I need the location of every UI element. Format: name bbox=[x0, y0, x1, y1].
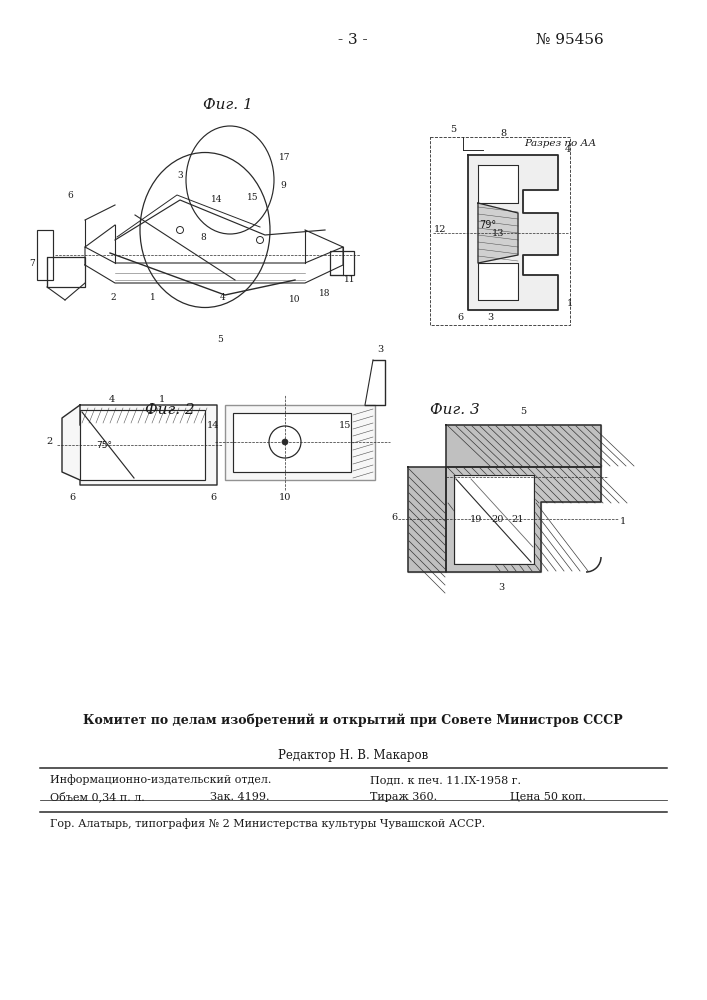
Text: 75°: 75° bbox=[96, 440, 112, 450]
Text: 19: 19 bbox=[470, 514, 482, 524]
Text: 15: 15 bbox=[339, 420, 351, 430]
Polygon shape bbox=[468, 155, 558, 310]
Text: Объем 0,34 п. л.: Объем 0,34 п. л. bbox=[50, 792, 145, 802]
Text: 10: 10 bbox=[289, 296, 300, 304]
Text: 5: 5 bbox=[217, 336, 223, 344]
Text: 7: 7 bbox=[29, 258, 35, 267]
Text: 4: 4 bbox=[565, 145, 571, 154]
Text: 8: 8 bbox=[500, 128, 506, 137]
Text: 3: 3 bbox=[498, 582, 504, 591]
Text: 2: 2 bbox=[110, 292, 116, 302]
Polygon shape bbox=[478, 165, 518, 203]
Text: Фиг. 1: Фиг. 1 bbox=[203, 98, 253, 112]
Text: 1: 1 bbox=[567, 298, 573, 308]
Text: Фиг. 3: Фиг. 3 bbox=[430, 403, 480, 417]
Text: 79°: 79° bbox=[479, 220, 496, 230]
Text: Гор. Алатырь, типография № 2 Министерства культуры Чувашской АССР.: Гор. Алатырь, типография № 2 Министерств… bbox=[50, 819, 485, 829]
Text: Тираж 360.: Тираж 360. bbox=[370, 792, 437, 802]
Text: Информационно-издательский отдел.: Информационно-издательский отдел. bbox=[50, 775, 271, 785]
Text: 6: 6 bbox=[210, 493, 216, 502]
Text: 14: 14 bbox=[211, 196, 223, 205]
Polygon shape bbox=[62, 405, 217, 485]
Text: 15: 15 bbox=[247, 192, 259, 202]
Text: Зак. 4199.: Зак. 4199. bbox=[210, 792, 269, 802]
Bar bbox=[47, 257, 85, 287]
Text: 5: 5 bbox=[450, 125, 456, 134]
Text: 11: 11 bbox=[344, 275, 356, 284]
Bar bbox=[37, 230, 53, 280]
Bar bbox=[225, 405, 375, 480]
Text: Фиг. 2: Фиг. 2 bbox=[145, 403, 195, 417]
Text: 4: 4 bbox=[109, 395, 115, 404]
Circle shape bbox=[257, 236, 264, 243]
Polygon shape bbox=[446, 425, 601, 467]
Text: 13: 13 bbox=[492, 229, 504, 237]
Bar bbox=[233, 413, 351, 472]
Text: 3: 3 bbox=[377, 346, 383, 355]
Text: 2: 2 bbox=[47, 438, 53, 446]
Text: 8: 8 bbox=[200, 232, 206, 241]
Text: 1: 1 bbox=[150, 292, 156, 302]
Circle shape bbox=[282, 439, 288, 445]
Polygon shape bbox=[454, 475, 534, 564]
Polygon shape bbox=[478, 203, 518, 263]
Text: 20: 20 bbox=[492, 514, 504, 524]
Text: 3: 3 bbox=[177, 170, 183, 180]
Text: 6: 6 bbox=[69, 493, 75, 502]
Text: Разрез по АА: Разрез по АА bbox=[524, 138, 596, 147]
Text: Редактор Н. В. Макаров: Редактор Н. В. Макаров bbox=[278, 750, 428, 762]
Bar bbox=[80, 410, 205, 480]
Text: 14: 14 bbox=[206, 420, 219, 430]
Text: Комитет по делам изобретений и открытий при Совете Министров СССР: Комитет по делам изобретений и открытий … bbox=[83, 713, 623, 727]
Text: 6: 6 bbox=[67, 190, 73, 200]
Text: 6: 6 bbox=[457, 314, 463, 322]
Text: Подп. к печ. 11.IX-1958 г.: Подп. к печ. 11.IX-1958 г. bbox=[370, 775, 521, 785]
Text: 3: 3 bbox=[487, 314, 493, 322]
Polygon shape bbox=[408, 467, 446, 572]
Bar bbox=[330, 251, 354, 275]
Text: 17: 17 bbox=[279, 152, 291, 161]
Text: 5: 5 bbox=[520, 406, 526, 416]
Text: 12: 12 bbox=[434, 226, 446, 234]
Text: 6: 6 bbox=[391, 512, 397, 522]
Circle shape bbox=[177, 227, 184, 233]
Text: № 95456: № 95456 bbox=[536, 33, 604, 47]
Text: 9: 9 bbox=[280, 180, 286, 190]
Text: 1: 1 bbox=[159, 395, 165, 404]
Text: - 3 -: - 3 - bbox=[338, 33, 368, 47]
Text: 1: 1 bbox=[620, 518, 626, 526]
Polygon shape bbox=[478, 263, 518, 300]
Text: 10: 10 bbox=[279, 493, 291, 502]
Text: Цена 50 коп.: Цена 50 коп. bbox=[510, 792, 586, 802]
Text: 4: 4 bbox=[220, 292, 226, 302]
Text: 18: 18 bbox=[320, 288, 331, 298]
Text: 21: 21 bbox=[512, 514, 525, 524]
Polygon shape bbox=[446, 467, 601, 572]
